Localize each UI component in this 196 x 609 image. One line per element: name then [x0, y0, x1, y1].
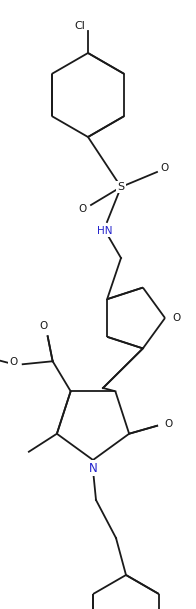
Text: S: S — [117, 182, 125, 192]
Text: Cl: Cl — [74, 21, 85, 31]
Text: O: O — [161, 163, 169, 173]
Text: O: O — [79, 204, 87, 214]
Text: N: N — [89, 462, 97, 474]
Text: O: O — [10, 357, 18, 367]
Text: O: O — [40, 322, 48, 331]
Text: O: O — [173, 313, 181, 323]
Text: HN: HN — [97, 226, 113, 236]
Text: O: O — [164, 419, 172, 429]
